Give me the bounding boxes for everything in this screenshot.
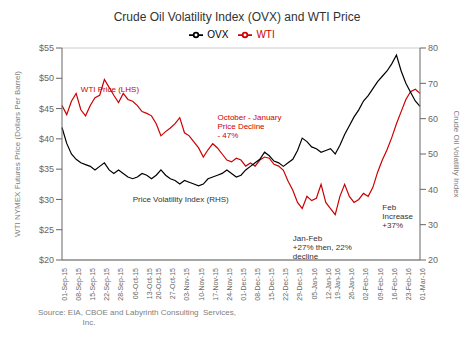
svg-text:FebIncrease+37%: FebIncrease+37% xyxy=(382,203,413,230)
svg-text:20-Oct-15: 20-Oct-15 xyxy=(155,268,162,299)
svg-text:01-Dec-15: 01-Dec-15 xyxy=(240,268,247,301)
svg-text:60: 60 xyxy=(428,114,438,124)
svg-text:$40: $40 xyxy=(39,134,54,144)
svg-text:08-Sep-15: 08-Sep-15 xyxy=(75,268,83,301)
svg-text:$20: $20 xyxy=(39,255,54,265)
svg-text:22-Sep-15: 22-Sep-15 xyxy=(103,268,111,301)
svg-text:24-Nov-15: 24-Nov-15 xyxy=(226,268,233,301)
svg-text:Jan-Feb+27% then, 22%decline: Jan-Feb+27% then, 22%decline xyxy=(293,234,352,261)
svg-text:29-Dec-15: 29-Dec-15 xyxy=(296,268,303,301)
html-text:Crude Oil Volatility Index (OV: Crude Oil Volatility Index (OVX) and WTI… xyxy=(113,10,361,24)
svg-text:02-Feb-16: 02-Feb-16 xyxy=(362,268,369,300)
svg-text:WTI Price (LHS): WTI Price (LHS) xyxy=(81,85,140,94)
svg-text:22-Dec-15: 22-Dec-15 xyxy=(282,268,289,301)
svg-text:01-Mar-16: 01-Mar-16 xyxy=(419,268,426,300)
svg-text:80: 80 xyxy=(428,43,438,53)
svg-text:Crude Oil Volatility Index: Crude Oil Volatility Index xyxy=(452,110,461,197)
svg-text:17-Nov-15: 17-Nov-15 xyxy=(212,268,219,301)
svg-text:$35: $35 xyxy=(39,164,54,174)
svg-text:26-Jan-16: 26-Jan-16 xyxy=(348,268,355,300)
svg-text:19-Jan-16: 19-Jan-16 xyxy=(334,268,341,300)
svg-text:$50: $50 xyxy=(39,73,54,83)
svg-text:30: 30 xyxy=(428,220,438,230)
svg-text:06-Oct-15: 06-Oct-15 xyxy=(132,268,139,299)
svg-text:23-Feb-16: 23-Feb-16 xyxy=(405,268,412,300)
svg-text:13-Oct-15: 13-Oct-15 xyxy=(146,268,153,299)
svg-text:01-Sep-15: 01-Sep-15 xyxy=(61,268,69,301)
svg-text:Price Volatility Index (RHS): Price Volatility Index (RHS) xyxy=(133,195,229,204)
svg-text:$30: $30 xyxy=(39,195,54,205)
svg-text:28-Sep-15: 28-Sep-15 xyxy=(117,268,125,301)
svg-text:October - JanuaryPrice Decline: October - JanuaryPrice Decline- 47% xyxy=(217,113,281,140)
svg-text:20: 20 xyxy=(428,255,438,265)
html-text:Source: EIA, CBOE and Labyrint: Source: EIA, CBOE and Labyrinth Consulti… xyxy=(38,308,236,327)
svg-text:$45: $45 xyxy=(39,104,54,114)
svg-text:27-Oct-15: 27-Oct-15 xyxy=(169,268,176,299)
svg-text:05-Jan-16: 05-Jan-16 xyxy=(311,268,318,300)
svg-text:70: 70 xyxy=(428,79,438,89)
svg-text:08-Dec-15: 08-Dec-15 xyxy=(254,268,261,301)
svg-text:40: 40 xyxy=(428,185,438,195)
html-text:WTI: WTI xyxy=(256,28,275,40)
svg-text:$55: $55 xyxy=(39,43,54,53)
svg-text:50: 50 xyxy=(428,149,438,159)
svg-text:15-Dec-15: 15-Dec-15 xyxy=(268,268,275,301)
svg-text:16-Feb-16: 16-Feb-16 xyxy=(391,268,398,300)
svg-text:$25: $25 xyxy=(39,225,54,235)
svg-text:WTI NYMEX Futures Price (Dolla: WTI NYMEX Futures Price (Dollars Per Bar… xyxy=(13,71,22,237)
svg-text:10-Nov-15: 10-Nov-15 xyxy=(198,268,205,301)
svg-text:12-Jan-16: 12-Jan-16 xyxy=(325,268,332,300)
svg-text:03-Nov-15: 03-Nov-15 xyxy=(183,268,190,301)
svg-text:09-Feb-16: 09-Feb-16 xyxy=(377,268,384,300)
html-text:OVX: OVX xyxy=(207,28,229,40)
svg-text:15-Sep-15: 15-Sep-15 xyxy=(89,268,97,301)
